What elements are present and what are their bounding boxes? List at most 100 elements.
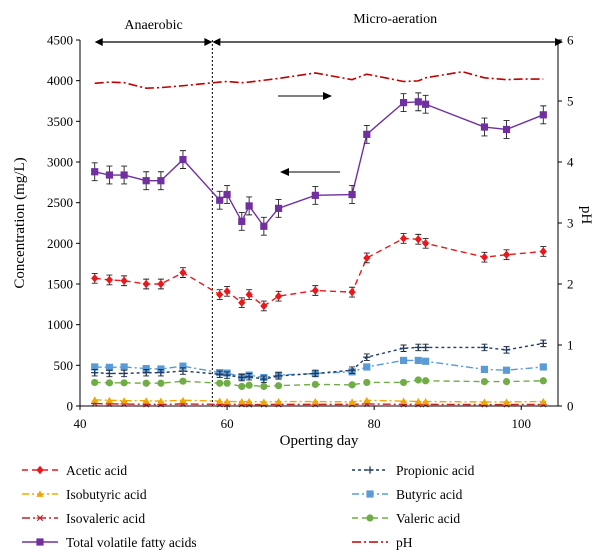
data-point: [348, 398, 356, 405]
y-tick-label: 3500: [47, 114, 73, 129]
series-line: [94, 70, 544, 89]
y-tick-label: 2500: [47, 195, 73, 210]
data-point: [480, 398, 489, 405]
series-line: [94, 101, 544, 228]
data-point: [179, 396, 187, 404]
legend-item: Butyric acid: [352, 487, 463, 502]
data-point: [274, 372, 283, 380]
legend-label: Isovaleric acid: [66, 511, 145, 526]
data-point: [120, 363, 128, 371]
data-point: [105, 396, 114, 404]
data-point: [238, 217, 246, 225]
data-point: [157, 379, 165, 387]
legend-label: pH: [396, 535, 413, 550]
data-point: [363, 378, 371, 387]
data-point: [260, 375, 268, 383]
data-point: [363, 396, 371, 404]
x-tick-label: 60: [221, 416, 234, 431]
data-point: [120, 276, 128, 285]
y-tick-label: 0: [67, 399, 74, 414]
data-point: [105, 369, 114, 378]
data-point: [414, 356, 422, 365]
data-point: [179, 362, 187, 370]
legend-item: Propionic acid: [352, 463, 475, 478]
data-point: [142, 279, 150, 289]
data-point: [480, 343, 489, 352]
data-point: [363, 130, 371, 138]
series-1: [91, 339, 547, 383]
data-point: [414, 343, 422, 352]
data-point: [539, 397, 547, 405]
data-point: [91, 363, 99, 371]
series-6: [91, 92, 547, 236]
data-point: [223, 371, 231, 379]
data-point: [348, 366, 356, 374]
y-axis-title: Concentration (mg/L): [12, 157, 28, 288]
legend-marker: [366, 466, 374, 474]
y2-tick-label: 6: [567, 33, 574, 48]
legend-marker: [366, 490, 374, 498]
data-point: [260, 222, 268, 230]
data-point: [245, 290, 253, 299]
data-point: [414, 376, 422, 384]
data-point: [157, 369, 165, 377]
data-point: [216, 379, 224, 387]
data-point: [179, 268, 187, 277]
data-point: [105, 379, 114, 387]
data-point: [363, 353, 371, 361]
data-point: [399, 378, 408, 387]
data-point: [539, 339, 547, 347]
data-point: [311, 397, 319, 405]
data-point: [311, 286, 319, 295]
data-point: [216, 397, 224, 404]
y2-tick-label: 3: [567, 216, 574, 231]
y2-tick-label: 5: [567, 94, 574, 109]
data-point: [414, 235, 422, 244]
plot-area: [91, 40, 547, 408]
data-point: [238, 397, 246, 405]
legend-item: Total volatile fatty acids: [22, 535, 197, 550]
data-point: [142, 364, 150, 373]
y-tick-label: 4000: [47, 73, 73, 88]
y2-tick-label: 1: [567, 338, 574, 353]
y-tick-label: 1500: [47, 277, 73, 292]
data-point: [105, 171, 114, 179]
data-point: [363, 253, 371, 263]
data-point: [245, 397, 253, 405]
legend-label: Propionic acid: [396, 463, 475, 478]
data-point: [157, 397, 165, 404]
arrow-head: [555, 38, 563, 46]
y2-axis-title: pH: [578, 206, 592, 225]
legend-item: Isovaleric acid: [22, 511, 145, 526]
data-point: [142, 397, 150, 404]
data-point: [502, 378, 511, 386]
data-point: [238, 382, 246, 391]
data-point: [223, 287, 231, 296]
data-point: [260, 301, 268, 311]
legend-label: Total volatile fatty acids: [66, 535, 197, 550]
data-point: [91, 274, 99, 283]
data-point: [274, 292, 283, 301]
data-point: [311, 380, 319, 389]
data-point: [399, 397, 408, 404]
legend-item: Valeric acid: [352, 511, 460, 526]
data-point: [105, 363, 114, 371]
data-point: [480, 378, 489, 386]
data-point: [502, 398, 511, 405]
x-tick-label: 100: [511, 416, 531, 431]
data-point: [91, 396, 99, 403]
y2-tick-label: 4: [567, 155, 574, 170]
data-point: [105, 275, 114, 285]
data-point: [539, 247, 547, 256]
data-point: [399, 356, 408, 365]
data-point: [348, 381, 356, 389]
data-point: [363, 363, 371, 371]
data-point: [480, 365, 489, 373]
arrow-head: [212, 38, 221, 46]
legend-item: pH: [352, 535, 413, 550]
y2-tick-label: 0: [567, 399, 574, 414]
y-tick-label: 500: [54, 358, 74, 373]
data-point: [502, 125, 511, 134]
data-point: [539, 377, 547, 385]
data-point: [414, 397, 422, 405]
